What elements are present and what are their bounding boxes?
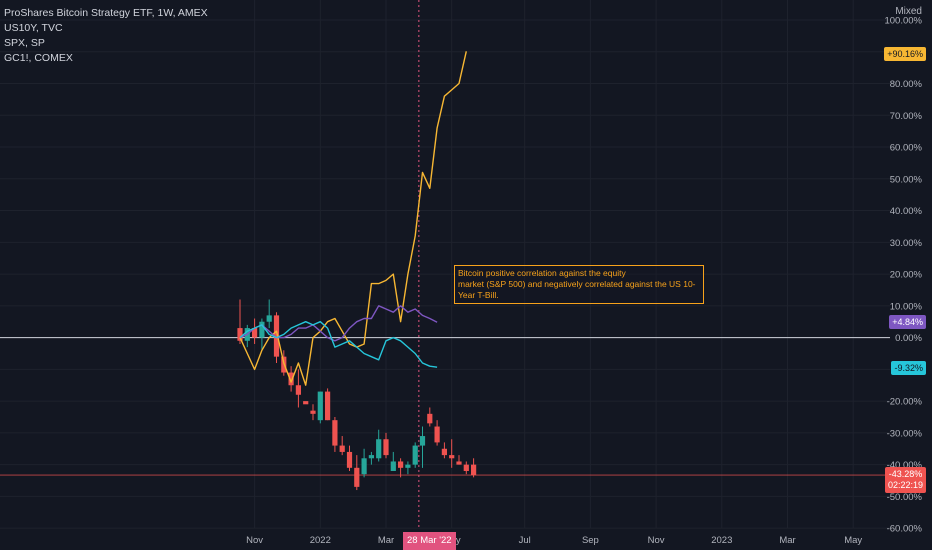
crosshair-date-label: 28 Mar '22 [403, 532, 456, 550]
y-tick-label: -40.00% [887, 460, 923, 471]
bito-change: -43.28% [888, 469, 923, 479]
y-tick-label: 0.00% [895, 333, 922, 344]
candle-body [398, 461, 404, 468]
annotation-box[interactable]: Bitcoin positive correlation against the… [454, 265, 704, 304]
candle-body [405, 464, 411, 468]
candle-body [368, 455, 374, 459]
y-tick-label: 40.00% [890, 206, 923, 217]
y-tick-label: -50.00% [887, 492, 923, 503]
candle-body [361, 458, 367, 475]
legend: ProShares Bitcoin Strategy ETF, 1W, AMEX… [4, 6, 208, 66]
candle-body [427, 413, 433, 424]
y-tick-label: 10.00% [890, 301, 923, 312]
candle-body [310, 410, 316, 414]
y-tick-label: 100.00% [884, 16, 922, 27]
x-tick-label: Sep [582, 535, 599, 546]
legend-spx[interactable]: SPX, SP [4, 37, 45, 49]
candle-body [471, 464, 477, 476]
candle-body [252, 328, 258, 338]
y-tick-label: 70.00% [890, 111, 923, 122]
candle-body [463, 464, 469, 471]
candle-body [259, 321, 265, 338]
candle-body [273, 315, 280, 357]
candle-body [325, 391, 331, 421]
candle-body [339, 445, 345, 452]
candle-body [332, 420, 338, 446]
time-scale[interactable]: Nov2022MarMayJulSepNov2023MarMay [246, 535, 862, 546]
y-tick-label: 80.00% [890, 79, 923, 90]
annotation-line-2: market (S&P 500) and negatively correlat… [458, 279, 696, 300]
x-tick-label: Mar [779, 535, 795, 546]
price-scale[interactable]: 100.00% 80.00% 70.00% 60.00% 50.00% 40.00% 30.… [884, 16, 922, 535]
y-tick-label: -60.00% [887, 524, 923, 535]
spx-value-badge: +4.84% [889, 315, 926, 329]
candle-body [354, 467, 360, 487]
candle-body [449, 455, 455, 459]
candle-body [456, 461, 462, 465]
legend-us10y[interactable]: US10Y, TVC [4, 22, 63, 34]
x-tick-label: Nov [246, 535, 263, 546]
candle-body [237, 328, 243, 341]
x-tick-label: Mar [378, 535, 394, 546]
comparison-lines [239, 51, 467, 386]
annotation-line-1: Bitcoin positive correlation against the… [458, 268, 626, 278]
candle-body [383, 439, 389, 456]
bar-countdown: 02:22:19 [887, 480, 923, 490]
gold-line [239, 321, 438, 368]
x-tick-label: 2022 [310, 535, 331, 546]
spx-line [239, 305, 438, 342]
y-tick-label: 60.00% [890, 143, 923, 154]
candle-body [266, 315, 272, 322]
y-tick-label: -30.00% [887, 428, 923, 439]
candle-body [390, 461, 396, 471]
legend-main-symbol[interactable]: ProShares Bitcoin Strategy ETF, 1W, AMEX [4, 7, 208, 19]
us10y-value-badge: +90.16% [884, 47, 926, 61]
candle-body [346, 451, 353, 468]
candle-body [288, 372, 294, 386]
candle-body [295, 385, 301, 395]
y-tick-label: 50.00% [890, 174, 923, 185]
candle-body [317, 391, 323, 421]
zero-line [0, 337, 890, 476]
candle-body [412, 445, 418, 465]
x-tick-label: Nov [648, 535, 665, 546]
candle-body [441, 448, 447, 456]
candle-body [303, 401, 309, 405]
y-tick-label: 30.00% [890, 238, 923, 249]
gold-value-badge: -9.32% [891, 361, 926, 375]
x-tick-label: 2023 [711, 535, 732, 546]
bito-value-badge: -43.28% 02:22:19 [884, 467, 926, 493]
y-tick-label: -20.00% [887, 397, 923, 408]
grid-lines [0, 0, 890, 529]
scale-mode-label[interactable]: Mixed [895, 6, 922, 17]
candle-body [434, 426, 440, 443]
candle-body [419, 436, 426, 446]
candle-body [376, 439, 382, 459]
x-tick-label: May [844, 535, 862, 546]
y-tick-label: 20.00% [890, 270, 923, 281]
bito-candles [237, 299, 477, 491]
legend-gold[interactable]: GC1!, COMEX [4, 52, 73, 64]
x-tick-label: Jul [519, 535, 531, 546]
